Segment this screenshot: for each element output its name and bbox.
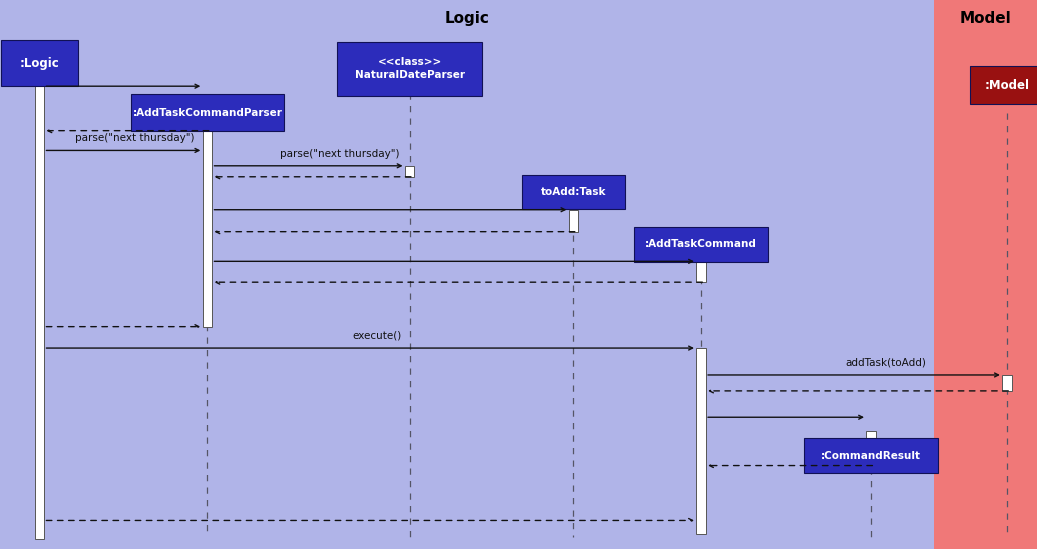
Bar [697,348,706,534]
Bar [970,66,1037,104]
Bar [634,227,768,261]
Text: execute(): execute() [353,331,401,341]
Bar [1002,375,1012,391]
Text: :Logic: :Logic [20,57,59,70]
Bar [867,431,875,466]
Bar [131,94,284,131]
Text: parse("next thursday"): parse("next thursday") [280,149,399,159]
Text: :CommandResult: :CommandResult [821,451,921,461]
Text: Model: Model [960,10,1011,26]
Bar [804,438,938,473]
Bar [404,166,415,177]
Text: addTask(toAdd): addTask(toAdd) [845,358,926,368]
Bar [569,210,579,232]
Text: parse("next thursday"): parse("next thursday") [75,133,194,143]
Bar [934,0,1037,549]
Text: :AddTaskCommandParser: :AddTaskCommandParser [133,108,282,117]
Text: <<class>>
NaturalDateParser: <<class>> NaturalDateParser [355,58,465,80]
Bar [522,175,625,209]
Text: :AddTaskCommand: :AddTaskCommand [645,239,757,249]
Text: toAdd:Task: toAdd:Task [540,187,607,197]
Bar [337,42,482,96]
Bar [697,261,706,282]
Bar [35,86,44,539]
Bar [1,41,78,86]
Text: Logic: Logic [445,10,489,26]
Bar [203,131,213,327]
Text: :Model: :Model [984,79,1030,92]
